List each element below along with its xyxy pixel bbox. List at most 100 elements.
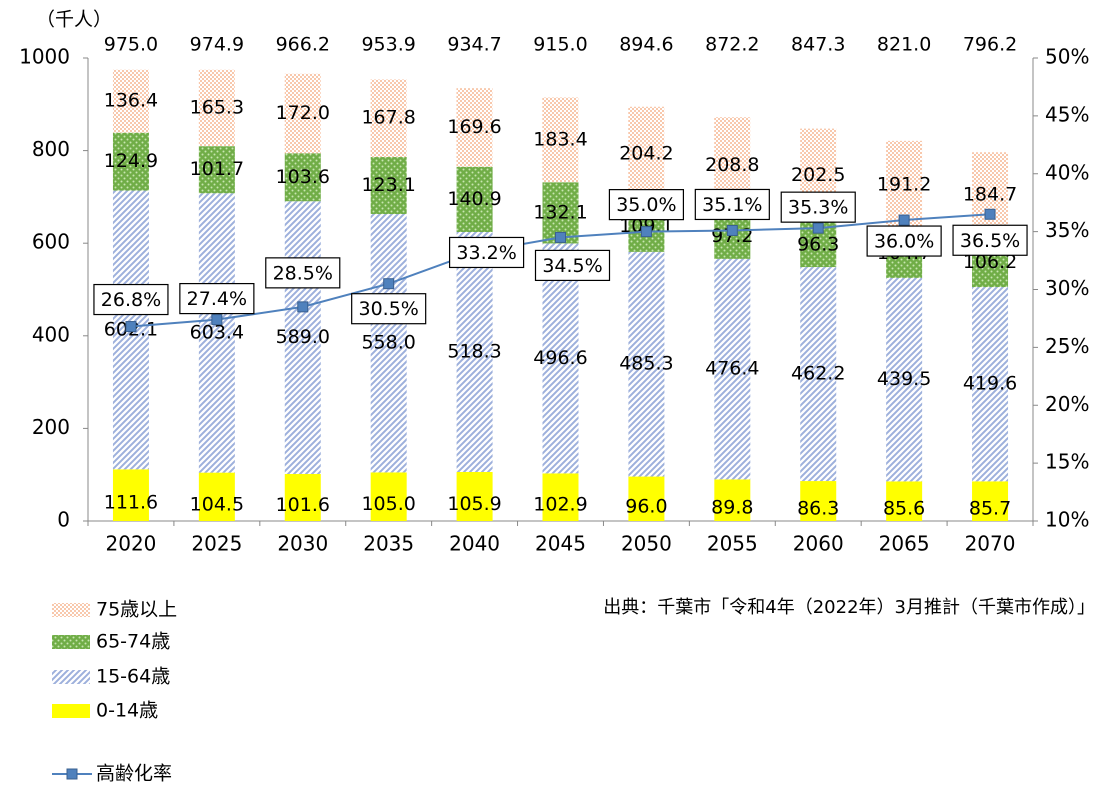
bar-segment (198, 472, 235, 521)
data-label: 101.7 (190, 158, 244, 180)
bar-segment (886, 277, 923, 482)
total-label: 796.2 (963, 34, 1017, 56)
rate-label: 35.1% (702, 194, 762, 216)
legend-label: 15-64歳 (96, 666, 170, 688)
data-label: 105.9 (447, 493, 501, 515)
bar-segment (112, 69, 149, 133)
data-label: 518.3 (447, 340, 501, 362)
data-label: 106.2 (963, 251, 1017, 273)
total-label: 847.3 (791, 34, 845, 56)
bar-segment (972, 152, 1009, 238)
rate-label: 30.5% (359, 298, 419, 320)
rate-label: 34.5% (542, 255, 602, 277)
legend-marker (66, 768, 78, 780)
x-tick-label: 2020 (106, 532, 157, 556)
total-label: 894.6 (619, 34, 673, 56)
bar-segment (542, 473, 579, 521)
bar-segment (284, 153, 321, 202)
rate-marker (726, 224, 738, 236)
data-label: 96.3 (797, 233, 839, 255)
y2-tick-label: 35% (1045, 218, 1089, 242)
rate-label: 33.2% (456, 242, 516, 264)
data-label: 102.9 (533, 494, 587, 516)
y2-tick-label: 15% (1045, 450, 1089, 474)
rate-label: 26.8% (101, 289, 161, 311)
data-label: 85.7 (969, 498, 1011, 520)
y-tick-label: 0 (57, 508, 70, 532)
rate-label-box (780, 191, 856, 223)
data-label: 165.3 (190, 96, 244, 118)
bar-segment (456, 231, 493, 472)
bar-segment (284, 201, 321, 474)
y2-tick-label: 30% (1045, 276, 1089, 300)
bar-segment (284, 473, 321, 521)
y-axis-unit: （千人） (36, 9, 112, 31)
data-label: 140.9 (447, 188, 501, 210)
x-tick-label: 2025 (191, 532, 242, 556)
legend-label: 65-74歳 (96, 631, 170, 653)
bar-segment (198, 193, 235, 473)
y2-tick-label: 20% (1045, 392, 1089, 416)
rate-label-box (265, 257, 341, 289)
rate-label-box (866, 225, 942, 257)
bar-segment (628, 476, 665, 521)
bar-segment (714, 479, 751, 521)
data-label: 439.5 (877, 368, 931, 390)
x-tick-label: 2055 (707, 532, 758, 556)
x-tick-label: 2050 (621, 532, 672, 556)
data-label: 183.4 (533, 128, 587, 150)
bar-segment (370, 214, 407, 473)
y-tick-label: 800 (32, 137, 70, 161)
total-label: 966.2 (276, 34, 330, 56)
data-label: 485.3 (619, 353, 673, 375)
rate-label: 27.4% (187, 288, 247, 310)
y-tick-label: 400 (32, 322, 70, 346)
rate-marker (383, 278, 395, 290)
y2-tick-label: 10% (1045, 508, 1089, 532)
legend-label: 高齢化率 (96, 763, 172, 785)
bar-segment (370, 472, 407, 521)
x-tick-label: 2035 (363, 532, 414, 556)
data-label: 96.0 (625, 495, 667, 517)
rate-label: 35.0% (616, 194, 676, 216)
y2-tick-label: 40% (1045, 160, 1089, 184)
rate-marker (640, 226, 652, 238)
x-tick-label: 2030 (277, 532, 328, 556)
data-label: 202.5 (791, 164, 845, 186)
data-label: 123.1 (361, 174, 415, 196)
data-label: 132.1 (533, 201, 587, 223)
bar-segment (370, 79, 407, 158)
bar-segment (800, 481, 837, 521)
legend-swatch (52, 704, 90, 718)
bar-segment (800, 267, 837, 482)
total-label: 821.0 (877, 34, 931, 56)
rate-marker (984, 208, 996, 220)
rate-marker (898, 214, 910, 226)
rate-label-box (351, 293, 427, 325)
y-tick-label: 600 (32, 230, 70, 254)
x-tick-label: 2070 (965, 532, 1016, 556)
x-tick-label: 2060 (793, 532, 844, 556)
data-label: 101.6 (276, 494, 330, 516)
rate-label: 36.0% (874, 231, 934, 253)
data-label: 208.8 (705, 154, 759, 176)
bar-segment (198, 146, 235, 194)
data-label: 462.2 (791, 363, 845, 385)
data-label: 191.2 (877, 174, 931, 196)
rate-marker (211, 314, 223, 326)
legend-swatch (52, 635, 90, 649)
data-label: 184.7 (963, 184, 1017, 206)
total-label: 934.7 (447, 34, 501, 56)
rate-marker (125, 321, 137, 333)
bar-segment (112, 132, 149, 191)
rate-marker (555, 231, 566, 243)
data-label: 169.6 (447, 116, 501, 138)
y2-tick-label: 25% (1045, 334, 1089, 358)
bar-segment (542, 243, 579, 474)
bar-segment (456, 471, 493, 521)
total-label: 915.0 (533, 34, 587, 56)
rate-label-box (694, 188, 770, 221)
bar-segment (370, 157, 407, 215)
total-label: 872.2 (705, 34, 759, 56)
